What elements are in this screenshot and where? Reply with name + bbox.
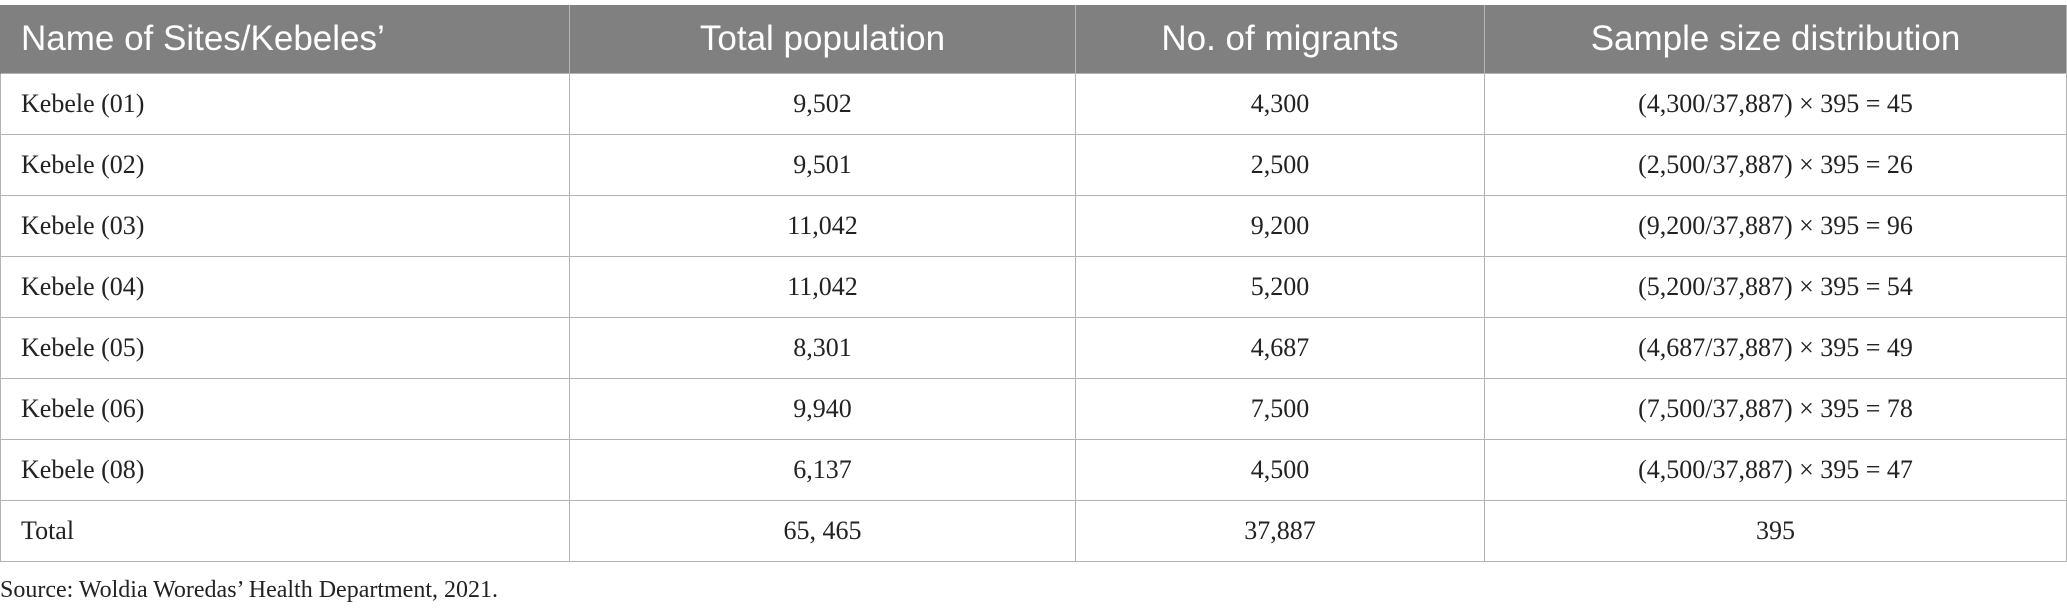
header-site-name: Name of Sites/Kebeles’ xyxy=(0,5,570,74)
table-body: Kebele (01) 9,502 4,300 (4,300/37,887) ×… xyxy=(0,73,2067,562)
total-row: Total 65, 465 37,887 395 xyxy=(0,500,2067,562)
table-row: Kebele (02) 9,501 2,500 (2,500/37,887) ×… xyxy=(0,134,2067,196)
cell-site-name: Kebele (02) xyxy=(0,134,570,196)
cell-total-population: 9,940 xyxy=(569,378,1076,440)
table-row: Kebele (04) 11,042 5,200 (5,200/37,887) … xyxy=(0,256,2067,318)
cell-migrants: 2,500 xyxy=(1075,134,1485,196)
cell-total-population: 9,501 xyxy=(569,134,1076,196)
cell-migrants: 4,300 xyxy=(1075,73,1485,135)
cell-sample-size: (4,500/37,887) × 395 = 47 xyxy=(1484,439,2067,501)
cell-sample-size: (4,687/37,887) × 395 = 49 xyxy=(1484,317,2067,379)
cell-migrants: 5,200 xyxy=(1075,256,1485,318)
cell-site-name: Kebele (05) xyxy=(0,317,570,379)
cell-site-name: Kebele (01) xyxy=(0,73,570,135)
cell-sample-size: (2,500/37,887) × 395 = 26 xyxy=(1484,134,2067,196)
cell-total-population: 65, 465 xyxy=(569,500,1076,562)
cell-sample-size: (5,200/37,887) × 395 = 54 xyxy=(1484,256,2067,318)
cell-migrants: 37,887 xyxy=(1075,500,1485,562)
header-row: Name of Sites/Kebeles’ Total population … xyxy=(0,5,2067,74)
sample-size-table: Name of Sites/Kebeles’ Total population … xyxy=(0,5,2067,562)
cell-site-name: Kebele (08) xyxy=(0,439,570,501)
cell-migrants: 9,200 xyxy=(1075,195,1485,257)
table-header: Name of Sites/Kebeles’ Total population … xyxy=(0,5,2067,74)
table-row: Kebele (05) 8,301 4,687 (4,687/37,887) ×… xyxy=(0,317,2067,379)
cell-total-population: 8,301 xyxy=(569,317,1076,379)
header-migrants: No. of migrants xyxy=(1075,5,1485,74)
table-row: Kebele (03) 11,042 9,200 (9,200/37,887) … xyxy=(0,195,2067,257)
source-note: Source: Woldia Woredas’ Health Departmen… xyxy=(0,577,498,603)
table-row: Kebele (08) 6,137 4,500 (4,500/37,887) ×… xyxy=(0,439,2067,501)
cell-total-population: 6,137 xyxy=(569,439,1076,501)
cell-sample-size: (9,200/37,887) × 395 = 96 xyxy=(1484,195,2067,257)
cell-site-name: Kebele (06) xyxy=(0,378,570,440)
cell-migrants: 7,500 xyxy=(1075,378,1485,440)
cell-migrants: 4,687 xyxy=(1075,317,1485,379)
cell-site-name: Kebele (04) xyxy=(0,256,570,318)
cell-total-label: Total xyxy=(0,500,570,562)
header-sample-size: Sample size distribution xyxy=(1484,5,2067,74)
cell-total-population: 9,502 xyxy=(569,73,1076,135)
cell-sample-size: 395 xyxy=(1484,500,2067,562)
cell-total-population: 11,042 xyxy=(569,195,1076,257)
cell-sample-size: (7,500/37,887) × 395 = 78 xyxy=(1484,378,2067,440)
cell-total-population: 11,042 xyxy=(569,256,1076,318)
cell-site-name: Kebele (03) xyxy=(0,195,570,257)
cell-migrants: 4,500 xyxy=(1075,439,1485,501)
table-row: Kebele (06) 9,940 7,500 (7,500/37,887) ×… xyxy=(0,378,2067,440)
cell-sample-size: (4,300/37,887) × 395 = 45 xyxy=(1484,73,2067,135)
header-total-population: Total population xyxy=(569,5,1076,74)
data-table-container: Name of Sites/Kebeles’ Total population … xyxy=(0,5,2067,562)
table-row: Kebele (01) 9,502 4,300 (4,300/37,887) ×… xyxy=(0,73,2067,135)
